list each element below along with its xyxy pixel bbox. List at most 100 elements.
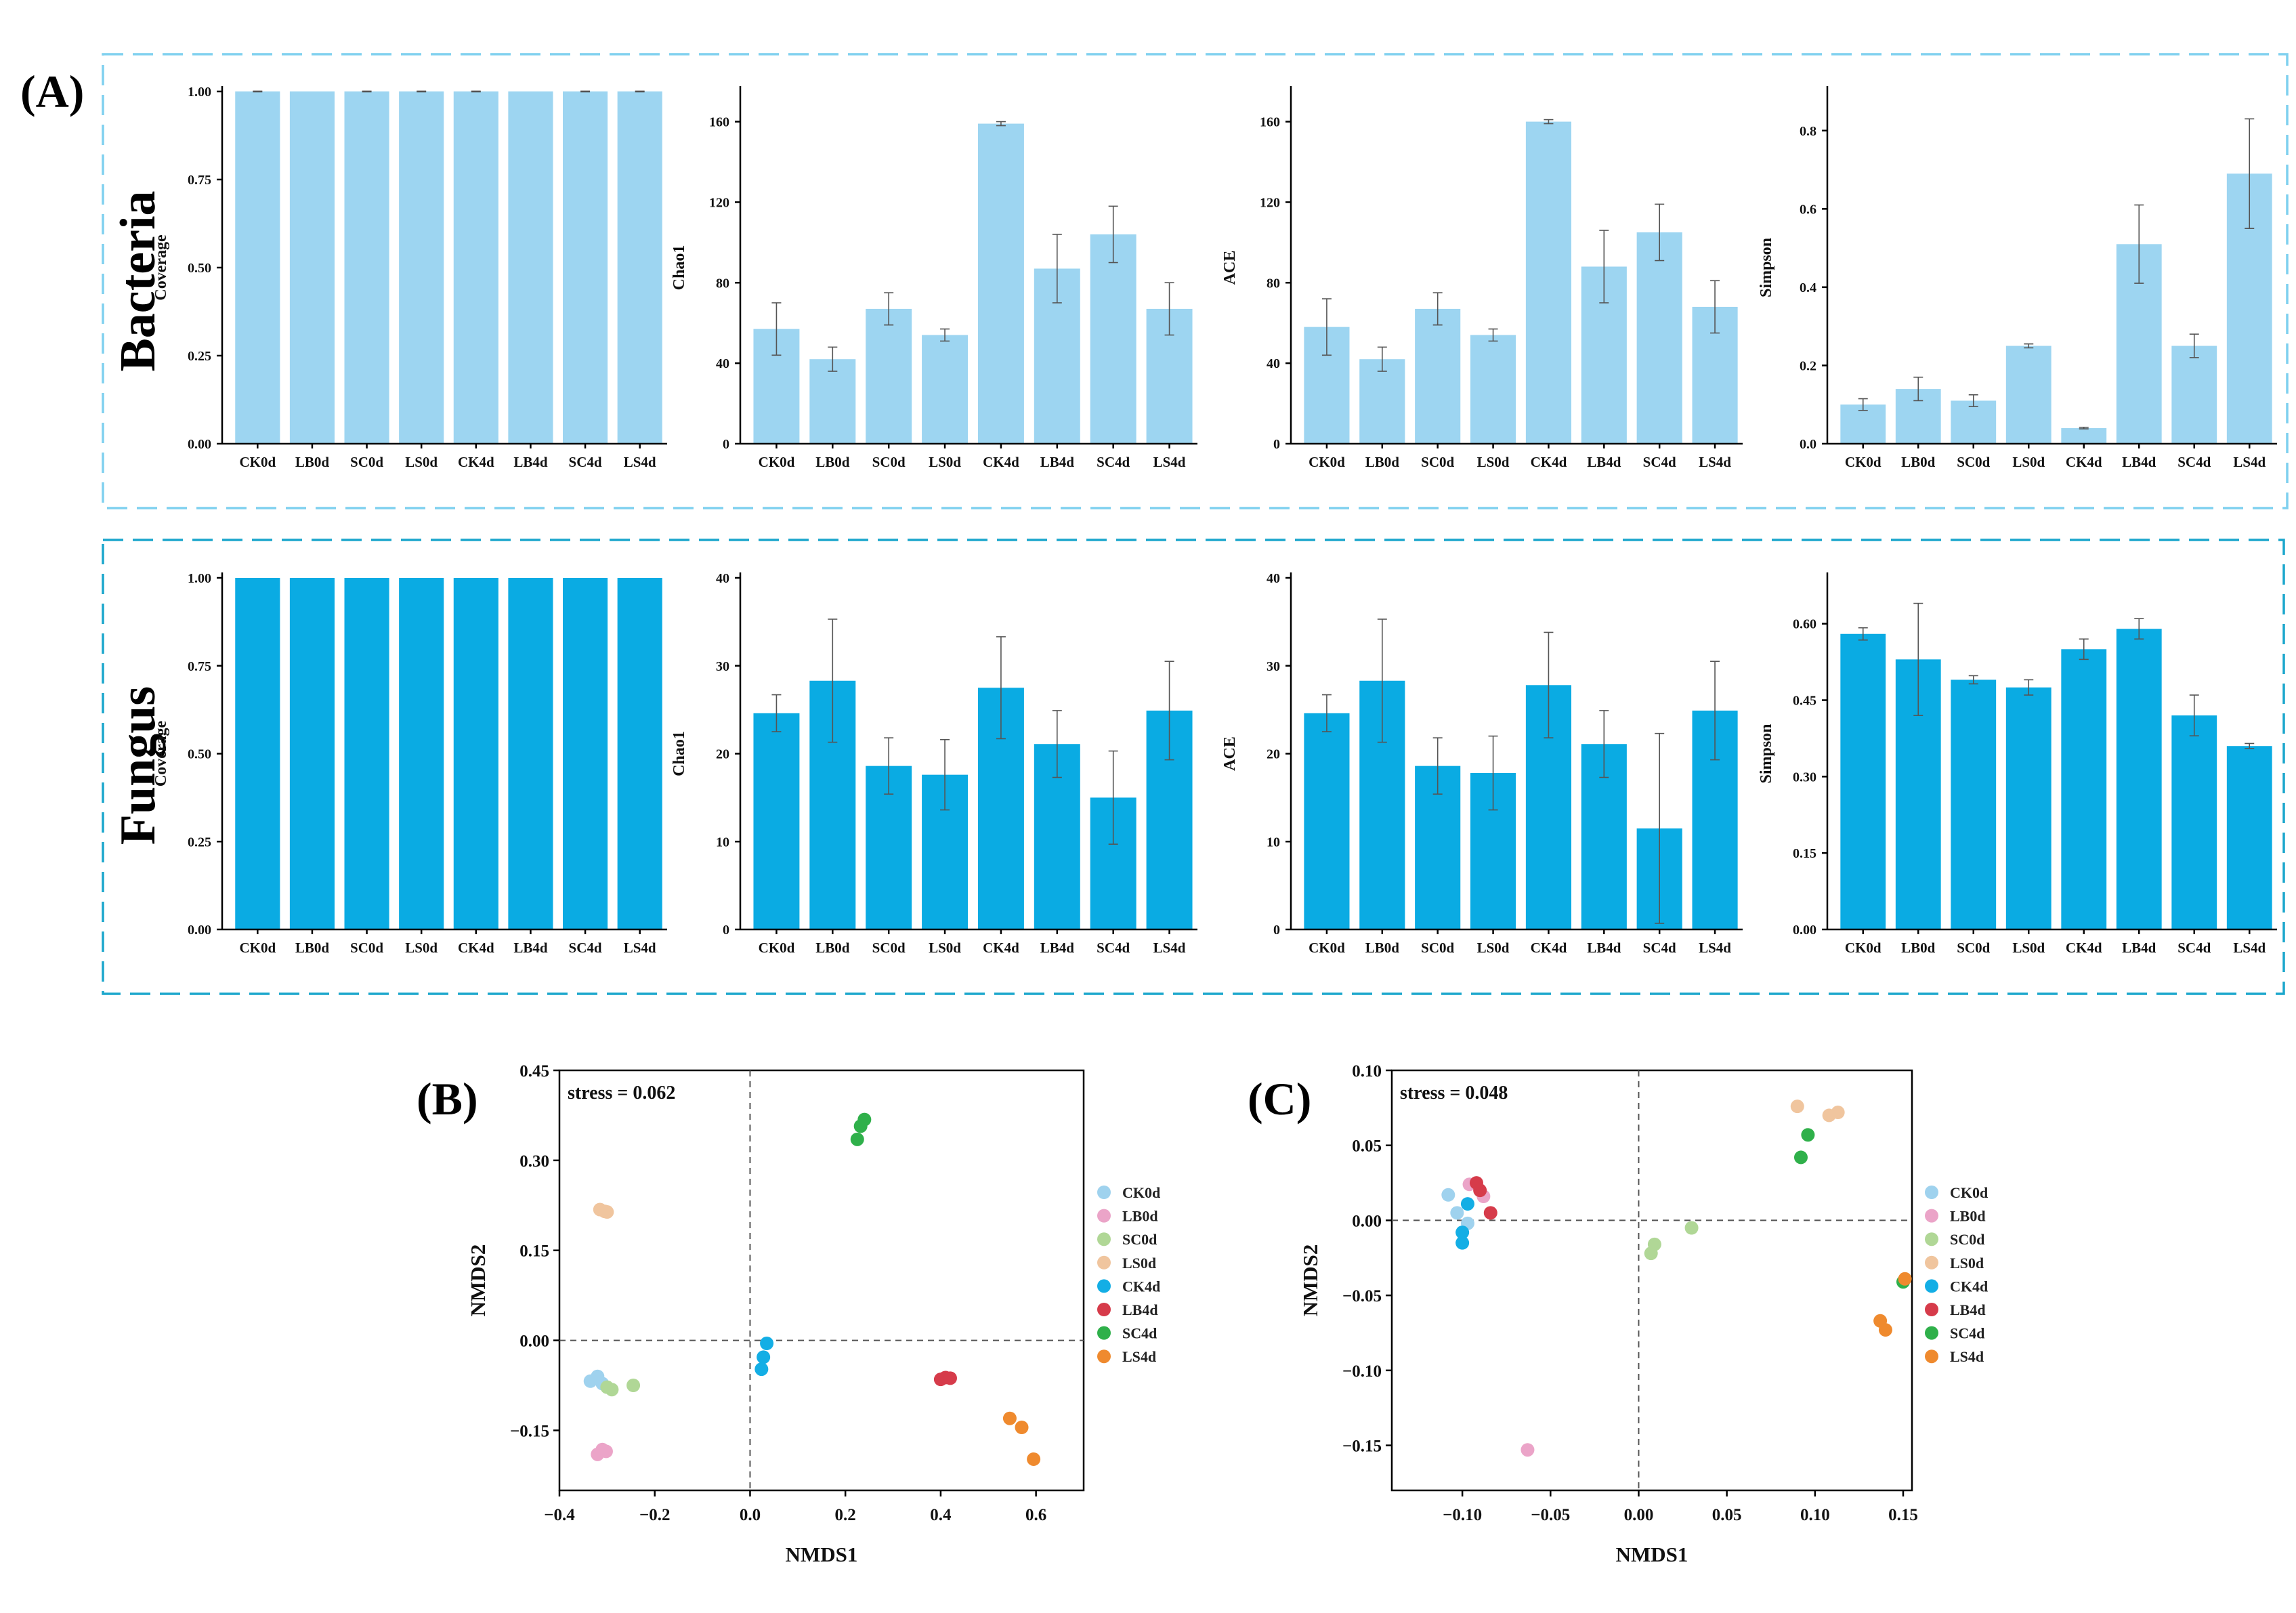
legend-marker-nmds_b-LB4d — [1097, 1303, 1111, 1316]
chart-bac_coverage: CK0d LB0d SC0d LS0d CK4d LB4d SC4d LS4d 0.00 0.25… — [152, 85, 667, 470]
legend-marker-nmds_b-CK4d — [1097, 1279, 1111, 1293]
x-tick-label-nmds_b-2: 0.0 — [740, 1506, 761, 1524]
x-tick-label-bac_simpson-CK0d: CK0d — [1845, 454, 1882, 470]
legend-marker-nmds_c-SC0d — [1925, 1232, 1938, 1247]
plot-frame-nmds_b — [558, 1069, 1085, 1492]
x-tick-label-fun_coverage-LS4d: LS4d — [624, 940, 656, 956]
point-nmds_b-SC0d-1 — [605, 1383, 619, 1397]
x-tick-label-bac_coverage-LS4d: LS4d — [624, 454, 656, 470]
point-nmds_c-CK0d-0 — [1441, 1188, 1455, 1202]
point-nmds_c-CK4d-2 — [1455, 1236, 1470, 1250]
y-tick-label-fun_coverage-0.25: 0.25 — [188, 835, 211, 850]
y-tick-label-fun_ace-40: 40 — [1267, 571, 1280, 586]
y-tick-label-fun_chao1-0: 0 — [723, 923, 729, 938]
bar-bac_simpson-CK0d — [1840, 404, 1886, 444]
y-tick-label-bac_simpson-0.6: 0.6 — [1800, 202, 1816, 217]
x-tick-label-bac_simpson-LB0d: LB0d — [1901, 454, 1936, 470]
bar-fun_simpson-SC4d — [2171, 715, 2217, 929]
x-tick-label-fun_chao1-LB0d: LB0d — [815, 940, 850, 956]
y-tick-label-fun_ace-30: 30 — [1267, 659, 1280, 674]
point-nmds_c-CK4d-1 — [1455, 1226, 1470, 1240]
legend-marker-nmds_c-LB4d — [1925, 1303, 1938, 1316]
point-nmds_b-LS4d-2 — [1027, 1452, 1041, 1466]
x-tick-label-bac_simpson-LB4d: LB4d — [2122, 454, 2156, 470]
row-label-fungus: Fungus — [110, 686, 166, 845]
legend-label-nmds_c-LS4d: LS4d — [1950, 1348, 1984, 1365]
x-tick-label-nmds_c-2: 0.00 — [1624, 1506, 1654, 1524]
legend-label-nmds_b-LB4d: LB4d — [1122, 1301, 1158, 1318]
x-tick-label-nmds_b-5: 0.6 — [1025, 1506, 1046, 1524]
bar-bac_coverage-LB0d — [289, 91, 335, 444]
x-tick-label-fun_chao1-LS0d: LS0d — [929, 940, 961, 956]
point-nmds_b-CK4d-0 — [760, 1337, 774, 1350]
point-nmds_b-SC0d-2 — [626, 1379, 641, 1392]
bar-fun_chao1-CK0d — [753, 713, 800, 929]
y-tick-label-fun_simpson-0.45: 0.45 — [1793, 694, 1816, 709]
x-tick-label-bac_simpson-SC0d: SC0d — [1957, 454, 1990, 470]
legend-label-nmds_c-LB4d: LB4d — [1950, 1301, 1986, 1318]
bar-bac_ace-LB0d — [1359, 359, 1405, 444]
y-tick-label-bac_coverage-0.00: 0.00 — [188, 437, 211, 452]
y-axis-label-fun_simpson: Simpson — [1758, 724, 1775, 783]
bar-fun_simpson-LS4d — [2226, 746, 2272, 929]
bar-bac_coverage-LS0d — [399, 91, 444, 444]
legend-marker-nmds_b-LS0d — [1097, 1255, 1111, 1270]
y-tick-label-fun_simpson-0.60: 0.60 — [1793, 617, 1816, 632]
x-tick-label-bac_coverage-LB4d: LB4d — [513, 454, 548, 470]
y-tick-label-fun_ace-10: 10 — [1267, 835, 1280, 850]
x-tick-label-fun_ace-SC0d: SC0d — [1421, 940, 1454, 956]
y-tick-label-bac_coverage-0.75: 0.75 — [188, 173, 211, 188]
x-tick-label-bac_coverage-CK0d: CK0d — [239, 454, 276, 470]
point-nmds_c-LS4d-1 — [1878, 1323, 1892, 1337]
point-nmds_b-LB4d-2 — [943, 1371, 957, 1385]
x-tick-label-fun_ace-CK0d: CK0d — [1309, 940, 1345, 956]
y-tick-label-nmds_b-1: 0.00 — [519, 1333, 549, 1351]
x-tick-label-fun_chao1-LS4d: LS4d — [1153, 940, 1186, 956]
y-tick-label-fun_chao1-30: 30 — [716, 659, 729, 674]
y-axis-label-fun_coverage: Coverage — [152, 721, 170, 787]
bar-bac_ace-SC0d — [1415, 308, 1461, 444]
x-tick-label-fun_simpson-SC0d: SC0d — [1957, 940, 1990, 956]
y-tick-label-fun_simpson-0.00: 0.00 — [1793, 923, 1816, 938]
x-tick-label-fun_chao1-SC0d: SC0d — [872, 940, 906, 956]
legend-label-nmds_b-SC0d: SC0d — [1122, 1231, 1157, 1248]
y-tick-label-bac_ace-120: 120 — [1260, 195, 1280, 210]
bar-fun_simpson-LS0d — [2005, 687, 2051, 929]
bar-bac_coverage-CK4d — [453, 91, 498, 444]
bar-bac_chao1-LS0d — [922, 335, 969, 444]
y-tick-label-bac_coverage-1.00: 1.00 — [188, 85, 211, 100]
chart-fun_simpson: CK0d LB0d SC0d LS0d CK4d LB4d SC4d LS4d 0.00 0.15… — [1758, 572, 2277, 956]
chart-nmds_b: −0.4 −0.2 0.0 0.2 0.4 0.6 −0.15 0.00 0.15 0.30 0.4… — [466, 1062, 1160, 1566]
x-tick-label-fun_ace-LS0d: LS0d — [1477, 940, 1510, 956]
y-tick-label-nmds_c-1: −0.10 — [1342, 1362, 1382, 1381]
x-tick-label-fun_simpson-LS0d: LS0d — [2012, 940, 2045, 956]
bar-fun_simpson-CK0d — [1840, 633, 1886, 929]
x-tick-label-bac_coverage-SC4d: SC4d — [569, 454, 602, 470]
legend-marker-nmds_c-LS4d — [1925, 1349, 1938, 1364]
x-tick-label-fun_coverage-CK4d: CK4d — [458, 940, 494, 956]
bar-fun_coverage-LS0d — [399, 578, 444, 929]
bar-bac_chao1-LB0d — [809, 359, 856, 444]
x-tick-label-bac_chao1-CK0d: CK0d — [759, 454, 795, 470]
x-tick-label-nmds_b-0: −0.4 — [544, 1506, 575, 1524]
plot-frame-nmds_c — [1390, 1069, 1913, 1492]
chart-bac_simpson: CK0d LB0d SC0d LS0d CK4d LB4d SC4d LS4d 0.0 0.2 0.… — [1758, 86, 2277, 470]
y-tick-label-fun_coverage-1.00: 1.00 — [188, 571, 211, 586]
bar-bac_coverage-LB4d — [508, 91, 553, 444]
x-axis-label-nmds_c: NMDS1 — [1616, 1543, 1688, 1566]
x-tick-label-nmds_c-0: −0.10 — [1443, 1506, 1482, 1524]
y-tick-label-bac_ace-80: 80 — [1267, 276, 1280, 291]
point-nmds_b-CK4d-1 — [757, 1350, 771, 1364]
legend-marker-nmds_b-SC4d — [1097, 1326, 1111, 1340]
y-tick-label-bac_chao1-80: 80 — [716, 276, 729, 291]
x-tick-label-fun_ace-LS4d: LS4d — [1699, 940, 1731, 956]
bar-fun_simpson-SC0d — [1951, 679, 1997, 929]
x-tick-label-bac_chao1-LS4d: LS4d — [1153, 454, 1186, 470]
bar-fun_simpson-CK4d — [2061, 649, 2107, 929]
fungus-panel-box — [102, 539, 2285, 995]
x-tick-label-bac_ace-LS4d: LS4d — [1699, 454, 1731, 470]
x-tick-label-bac_simpson-SC4d: SC4d — [2177, 454, 2211, 470]
bar-fun_coverage-LB4d — [508, 578, 553, 929]
y-tick-label-nmds_b-0: −0.15 — [510, 1422, 549, 1440]
